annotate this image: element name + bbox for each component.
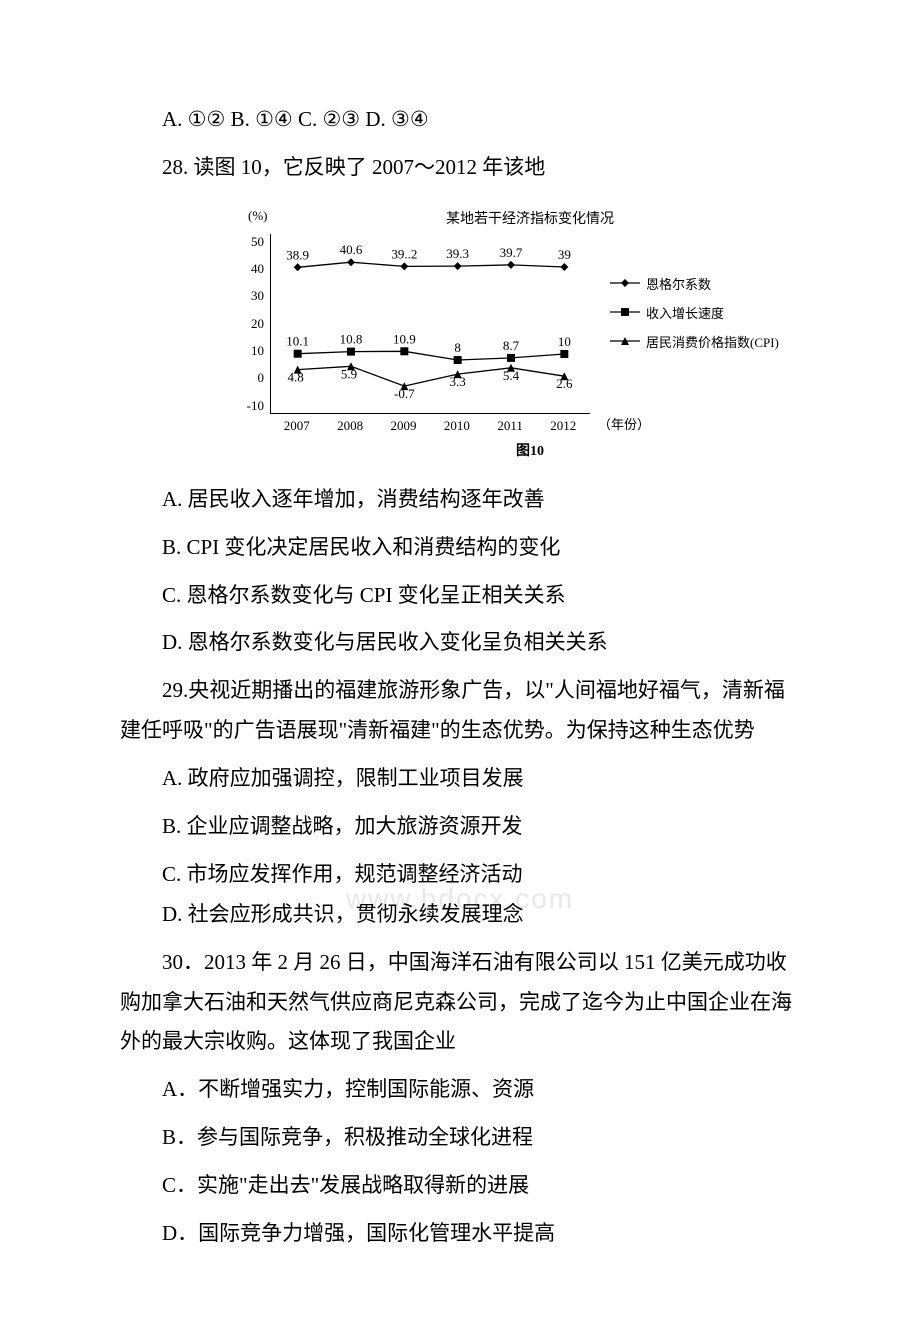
- q29-optD: D. 社会应形成共识，贯彻永续发展理念: [120, 895, 800, 935]
- svg-text:8.7: 8.7: [503, 338, 520, 353]
- svg-text:2.6: 2.6: [556, 376, 573, 391]
- chart-container: (%) 某地若干经济指标变化情况 50403020100-10 38.940.6…: [240, 208, 820, 460]
- q29-optC: C. 市场应发挥作用，规范调整经济活动: [120, 855, 800, 895]
- svg-text:40.6: 40.6: [340, 242, 363, 257]
- q29-optB: B. 企业应调整战略，加大旅游资源开发: [120, 807, 800, 847]
- svg-text:39..2: 39..2: [391, 246, 417, 261]
- legend-item: 恩格尔系数: [610, 274, 779, 293]
- q27-options: A. ①② B. ①④ C. ②③ D. ③④: [120, 100, 800, 140]
- y-tick-label: 50: [240, 234, 264, 250]
- q30-optB: B．参与国际竞争，积极推动全球化进程: [120, 1118, 800, 1158]
- x-tick-label: 2008: [337, 418, 363, 434]
- chart-svg: 38.9 40.6 39..2 39.3 39.7 39 10.1 10.8 10.9 8 8.7 1…: [271, 234, 591, 414]
- q28-stem: 28. 读图 10，它反映了 2007～2012 年该地: [120, 148, 800, 188]
- x-tick-label: 2009: [391, 418, 417, 434]
- svg-text:39.7: 39.7: [500, 245, 523, 260]
- svg-text:5.9: 5.9: [341, 366, 357, 381]
- q29-stem: 29.央视近期播出的福建旅游形象广告，以"人间福地好福气，清新福建任呼吸"的广告…: [120, 671, 800, 751]
- chart-title: 某地若干经济指标变化情况: [240, 208, 820, 228]
- legend-label: 居民消费价格指数(CPI): [646, 332, 779, 351]
- svg-text:5.4: 5.4: [503, 368, 520, 383]
- chart-x-unit: （年份）: [598, 414, 650, 433]
- svg-text:8: 8: [454, 340, 461, 355]
- legend-item: 居民消费价格指数(CPI): [610, 332, 779, 351]
- svg-text:39.3: 39.3: [446, 246, 469, 261]
- svg-text:10.9: 10.9: [393, 331, 416, 346]
- y-tick-label: 30: [240, 288, 264, 304]
- q28-optB: B. CPI 变化决定居民收入和消费结构的变化: [120, 528, 800, 568]
- q29-optA: A. 政府应加强调控，限制工业项目发展: [120, 759, 800, 799]
- y-tick-label: 20: [240, 316, 264, 332]
- q30-stem: 30．2013 年 2 月 26 日，中国海洋石油有限公司以 151 亿美元成功…: [120, 943, 800, 1063]
- legend-label: 收入增长速度: [646, 303, 724, 322]
- x-tick-label: 2011: [497, 418, 523, 434]
- y-tick-label: 40: [240, 261, 264, 277]
- svg-text:38.9: 38.9: [286, 247, 309, 262]
- legend-label: 恩格尔系数: [646, 274, 711, 293]
- svg-text:39: 39: [558, 247, 571, 262]
- svg-text:4.8: 4.8: [288, 369, 304, 384]
- y-tick-label: 10: [240, 343, 264, 359]
- y-tick-label: -10: [240, 398, 264, 414]
- svg-text:3.3: 3.3: [450, 374, 466, 389]
- chart-caption: 图10: [240, 440, 820, 460]
- q30-optC: C．实施"走出去"发展战略取得新的进展: [120, 1166, 800, 1206]
- x-tick-label: 2012: [550, 418, 576, 434]
- svg-text:-0.7: -0.7: [394, 386, 415, 401]
- q28-optD: D. 恩格尔系数变化与居民收入变化呈负相关关系: [120, 623, 800, 663]
- q28-optC: C. 恩格尔系数变化与 CPI 变化呈正相关关系: [120, 576, 800, 616]
- svg-text:10: 10: [558, 334, 571, 349]
- svg-text:10.8: 10.8: [340, 331, 363, 346]
- y-tick-label: 0: [240, 370, 264, 386]
- chart-legend: 恩格尔系数收入增长速度居民消费价格指数(CPI): [610, 234, 779, 351]
- q28-optA: A. 居民收入逐年增加，消费结构逐年改善: [120, 480, 800, 520]
- chart-x-labels: 2007 2008 2009 2010 2011 2012: [270, 418, 590, 434]
- chart-y-axis: 50 40 30 20 10 0 -10: [240, 234, 270, 414]
- x-tick-label: 2010: [444, 418, 470, 434]
- svg-text:10.1: 10.1: [286, 333, 309, 348]
- legend-item: 收入增长速度: [610, 303, 779, 322]
- x-tick-label: 2007: [284, 418, 310, 434]
- q30-optD: D．国际竞争力增强，国际化管理水平提高: [120, 1214, 800, 1254]
- chart-plot-area: 38.9 40.6 39..2 39.3 39.7 39 10.1 10.8 10.9 8 8.7 1…: [270, 234, 590, 414]
- q30-optA: A．不断增强实力，控制国际能源、资源: [120, 1070, 800, 1110]
